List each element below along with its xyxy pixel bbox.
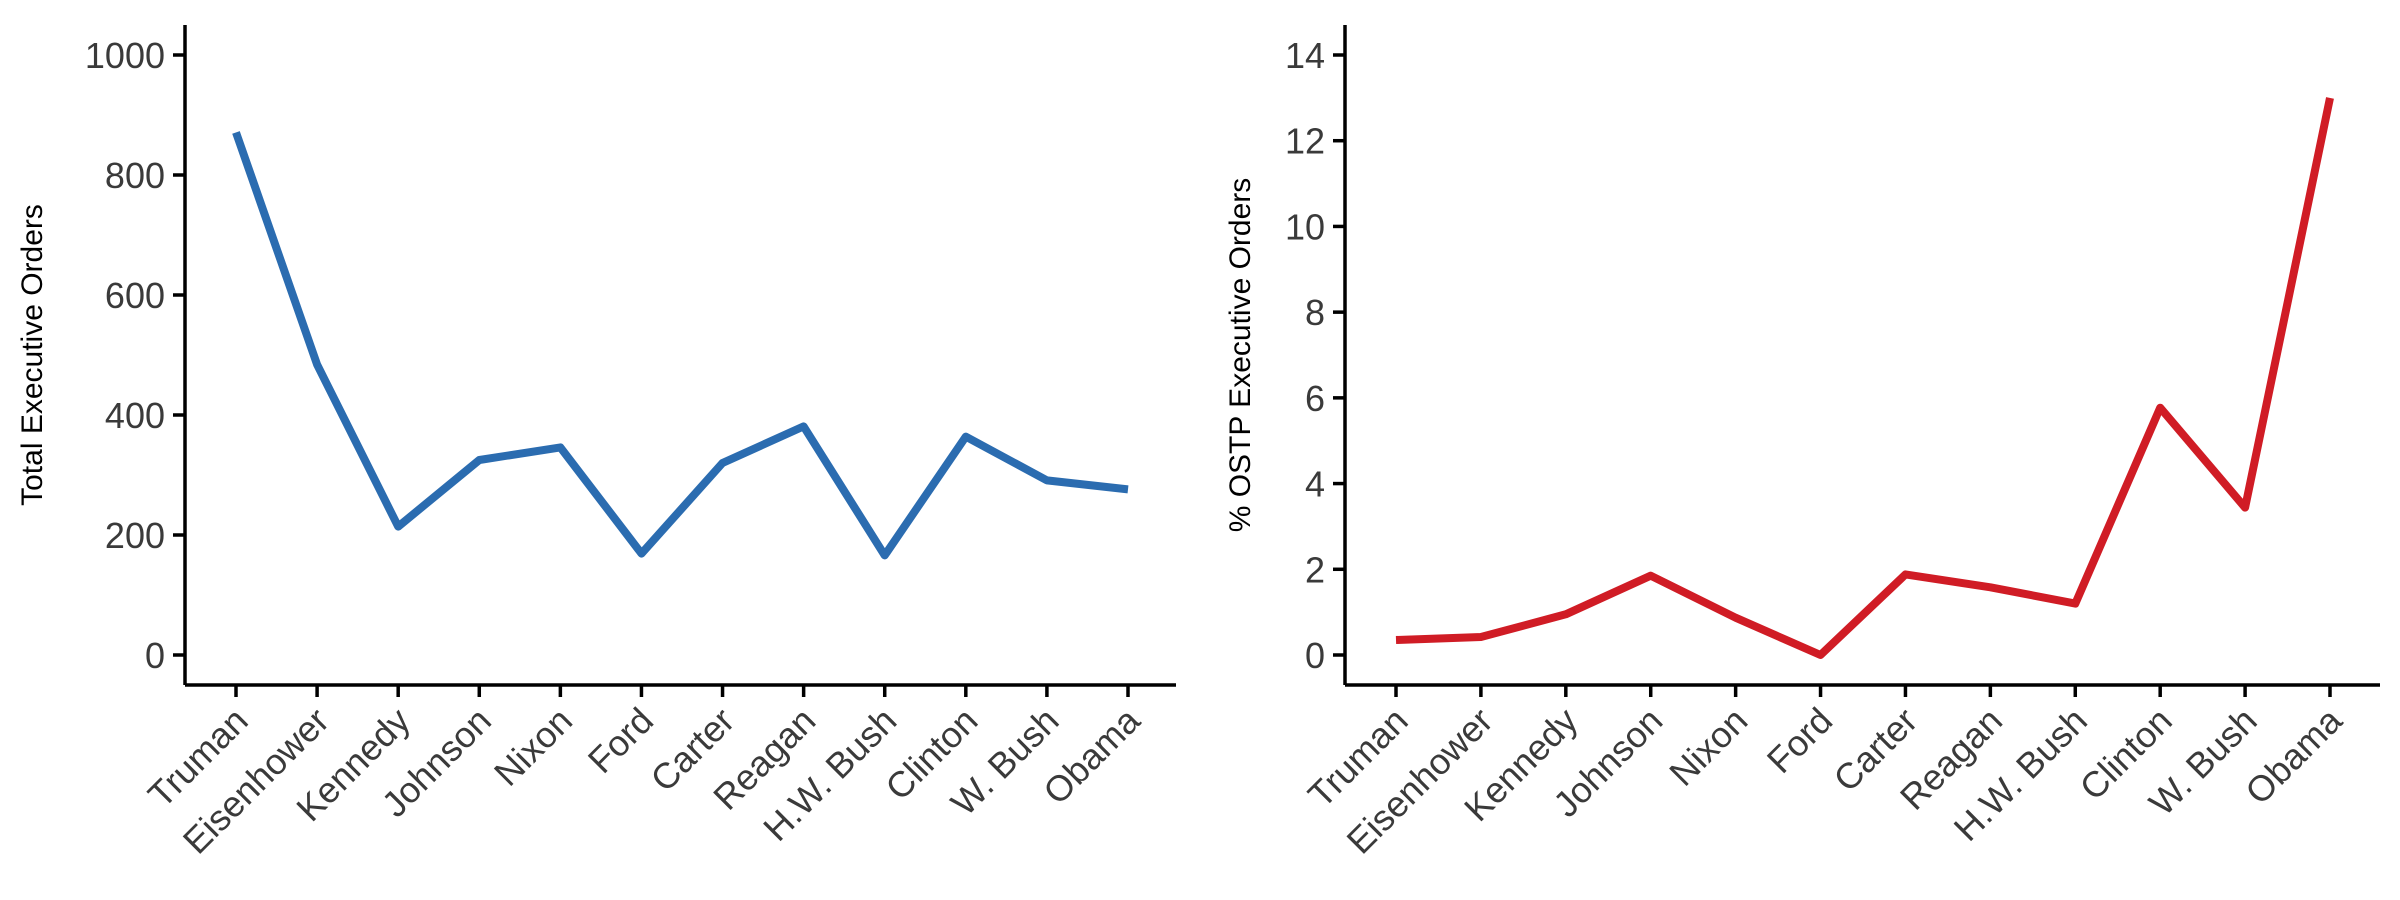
ostp-percent-ytick-label: 10 — [1285, 206, 1325, 247]
ostp-percent-ytick-label: 8 — [1305, 292, 1325, 333]
ostp-percent-xtick-label: Obama — [2237, 699, 2350, 812]
total-orders-xtick-label: Nixon — [486, 700, 580, 794]
left-chart-panel: 02004006008001000TrumanEisenhowerKennedy… — [16, 25, 1176, 862]
ostp-percent-xtick-label: Nixon — [1661, 700, 1755, 794]
total-orders-ytick-label: 400 — [105, 395, 165, 436]
total-orders-ytick-label: 600 — [105, 275, 165, 316]
ostp-percent-ytick-label: 0 — [1305, 635, 1325, 676]
total-orders-ytick-label: 1000 — [85, 35, 165, 76]
right-chart-panel: 02468101214TrumanEisenhowerKennedyJohnso… — [1224, 25, 2380, 862]
total-orders-series-line — [232, 131, 1129, 560]
ostp-percent-series-line — [1395, 97, 2334, 659]
ostp-percent-ytick-label: 12 — [1285, 121, 1325, 162]
ostp-percent-ytick-label: 14 — [1285, 35, 1325, 76]
ostp-percent-ytick-label: 6 — [1305, 378, 1325, 419]
total-orders-ytick-label: 800 — [105, 155, 165, 196]
total-orders-ytick-label: 0 — [145, 635, 165, 676]
total-orders-ytick-label: 200 — [105, 515, 165, 556]
total-orders-y-axis-title: Total Executive Orders — [16, 204, 49, 506]
ostp-percent-ytick-label: 2 — [1305, 549, 1325, 590]
ostp-percent-ytick-label: 4 — [1305, 464, 1325, 505]
ostp-percent-y-axis-title: % OSTP Executive Orders — [1224, 178, 1257, 533]
